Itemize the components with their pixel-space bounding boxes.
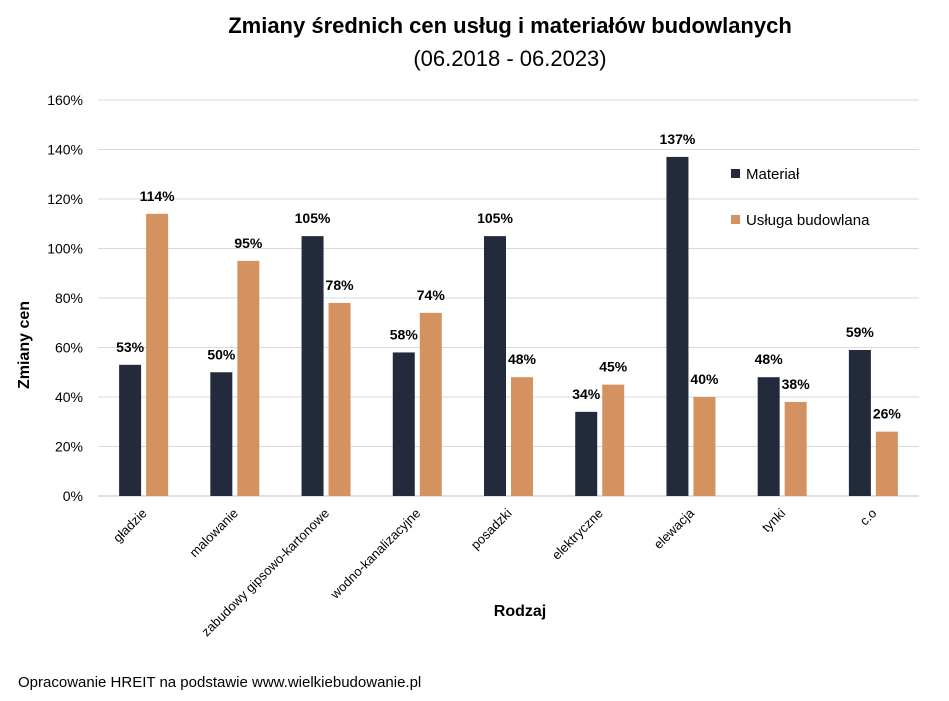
bar-material <box>575 411 598 496</box>
value-labels: 53% 114% 50% 95% 105% 78% 58% 74% 105% 48% 34% 45% 1… <box>116 131 901 422</box>
legend: Materiał Usługa budowlana <box>731 166 870 229</box>
value-label: 38% <box>782 376 811 392</box>
category-label: wodno-kanalizacyjne <box>327 506 424 603</box>
category-label: tynki <box>759 505 789 535</box>
value-label: 58% <box>390 326 419 342</box>
category-label: malowanie <box>186 506 241 561</box>
bar-material <box>848 349 871 496</box>
y-tick-label: 140% <box>47 142 83 158</box>
value-label: 74% <box>417 287 446 303</box>
source-note: Opracowanie HREIT na podstawie www.wielk… <box>18 674 422 691</box>
value-label: 137% <box>660 131 696 147</box>
value-label: 78% <box>326 277 355 293</box>
y-tick-label: 60% <box>55 340 83 356</box>
value-label: 53% <box>116 339 145 355</box>
value-label: 114% <box>140 188 176 204</box>
y-tick-label: 80% <box>55 290 83 306</box>
gridlines <box>98 99 919 497</box>
y-axis-ticks: 0% 20% 40% 60% 80% 100% 120% 140% 160% <box>47 92 83 504</box>
y-tick-label: 40% <box>55 389 83 405</box>
bar-material <box>392 352 415 496</box>
y-tick-label: 0% <box>63 488 83 504</box>
category-label: elektryczne <box>549 506 606 563</box>
value-label: 59% <box>846 324 875 340</box>
value-label: 50% <box>207 346 236 362</box>
legend-label-usluga: Usługa budowlana <box>746 212 870 229</box>
value-label: 26% <box>873 406 902 422</box>
y-tick-label: 20% <box>55 439 83 455</box>
category-label: elewacja <box>651 505 698 552</box>
bar-usluga <box>511 377 533 496</box>
bar-usluga <box>328 302 351 496</box>
category-label: posadzki <box>468 505 515 552</box>
value-label: 105% <box>295 210 331 226</box>
value-label: 95% <box>234 235 263 251</box>
bar-material <box>484 236 506 496</box>
value-label: 45% <box>599 359 628 375</box>
chart-title: Zmiany średnich cen usług i materiałów b… <box>228 13 792 38</box>
bar-usluga <box>602 384 625 496</box>
y-tick-label: 160% <box>47 92 83 108</box>
y-axis-title: Zmiany cen <box>16 301 33 389</box>
bar-material <box>757 377 780 496</box>
value-label: 34% <box>572 386 601 402</box>
legend-label-material: Materiał <box>746 166 800 183</box>
bar-usluga <box>237 260 260 496</box>
category-label: c.o <box>857 506 880 529</box>
bar-usluga <box>875 431 898 496</box>
chart-subtitle: (06.2018 - 06.2023) <box>413 46 606 71</box>
bar-usluga <box>419 312 442 496</box>
bars <box>119 156 898 497</box>
value-label: 40% <box>690 371 719 387</box>
value-label: 48% <box>508 351 537 367</box>
bar-usluga <box>693 397 716 496</box>
y-tick-label: 100% <box>47 241 83 257</box>
y-tick-label: 120% <box>47 191 83 207</box>
legend-swatch-material <box>731 169 740 178</box>
bar-usluga <box>146 213 169 496</box>
bar-material <box>119 364 142 496</box>
value-label: 105% <box>477 210 513 226</box>
legend-swatch-usluga <box>731 215 740 224</box>
bar-usluga <box>784 401 807 496</box>
bar-material <box>301 236 324 496</box>
bar-material <box>666 156 689 497</box>
x-axis-title: Rodzaj <box>494 603 546 620</box>
category-label: gładzie <box>110 506 150 546</box>
value-label: 48% <box>755 351 784 367</box>
bar-material <box>210 372 233 496</box>
